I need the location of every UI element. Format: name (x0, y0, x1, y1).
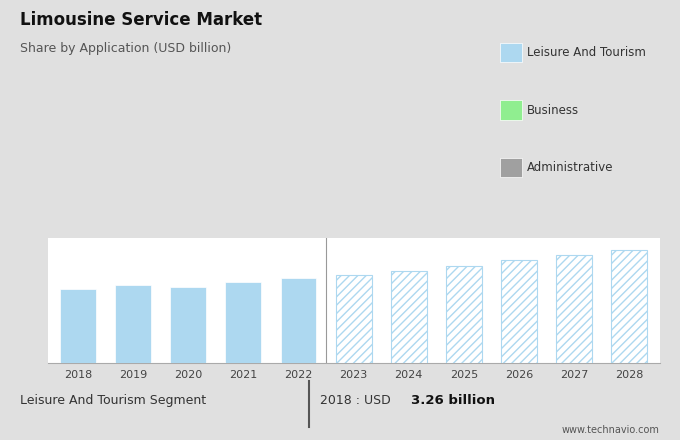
Bar (556, 255, 592, 363)
Point (305, 424, 313, 429)
Text: Limousine Service Market: Limousine Service Market (20, 11, 262, 29)
Bar (611, 250, 647, 363)
Bar (336, 275, 371, 363)
Text: Share by Application (USD billion): Share by Application (USD billion) (20, 42, 232, 55)
Bar (170, 286, 206, 363)
Bar (115, 285, 151, 363)
Text: 2018 : USD: 2018 : USD (320, 394, 394, 407)
Text: Leisure And Tourism Segment: Leisure And Tourism Segment (20, 394, 207, 407)
Bar (446, 266, 482, 363)
Bar (225, 282, 261, 363)
Bar (281, 278, 316, 363)
Text: www.technavio.com: www.technavio.com (562, 425, 660, 435)
Bar (391, 271, 426, 363)
Bar (60, 289, 96, 363)
Text: Administrative: Administrative (527, 161, 613, 174)
Text: Leisure And Tourism: Leisure And Tourism (527, 46, 646, 59)
Point (305, 378, 313, 383)
Wedge shape (314, 34, 423, 199)
Bar (501, 260, 537, 363)
Wedge shape (273, 34, 340, 90)
Wedge shape (257, 68, 326, 195)
Text: Business: Business (527, 103, 579, 117)
Text: 3.26 billion: 3.26 billion (411, 394, 496, 407)
